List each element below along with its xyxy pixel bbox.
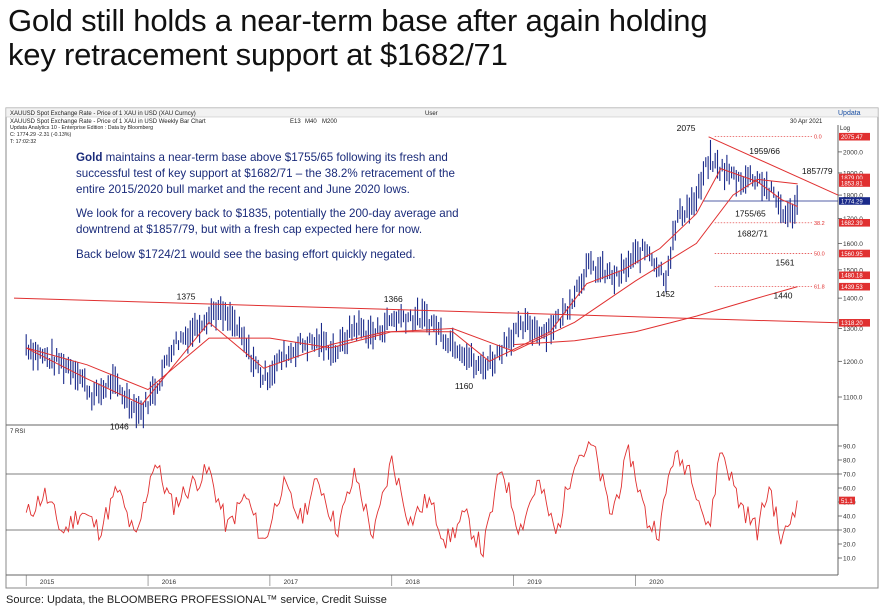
- right-tag-label-5: 1560.95: [841, 252, 863, 258]
- annotation-6: 1452: [656, 289, 675, 299]
- price-tick-label-5: 1600.0: [843, 241, 863, 248]
- rsi-line: [25, 440, 798, 558]
- annotation-1: 1959/66: [749, 146, 780, 156]
- annotation-4: 1682/71: [737, 228, 768, 238]
- source-note: Source: Updata, the BLOOMBERG PROFESSION…: [6, 594, 387, 606]
- annotation-5: 1561: [776, 257, 795, 267]
- header-row2-left: XAUUSD Spot Exchange Rate - Price of 1 X…: [10, 119, 206, 125]
- right-tag-label-2: 1853.81: [841, 181, 863, 187]
- annotation-9: 1366: [384, 294, 403, 304]
- rsi-line-group: 51.1: [25, 440, 855, 558]
- header-m40: M40: [305, 119, 317, 125]
- right-tag-box-1: [839, 173, 870, 182]
- right-tag-label-0: 2075.47: [841, 135, 863, 141]
- price-tick-label-4: 1500.0: [843, 267, 863, 274]
- header-row5: T: 17:02:32: [10, 139, 36, 145]
- title-line-1: Gold still holds a near-term base after …: [8, 3, 708, 38]
- header-row3: Updata Analytics 10 - Enterprise Edition…: [10, 125, 153, 131]
- ma-line-m40: [26, 178, 798, 391]
- rsi-label: 7 RSI: [10, 429, 25, 435]
- trendlines: [13, 136, 839, 324]
- rsi-tick-label-2: 30.0: [843, 528, 856, 535]
- chart-frame: [5, 107, 879, 589]
- rsi-tick-label-1: 20.0: [843, 542, 856, 549]
- ma-line-m200: [513, 286, 798, 346]
- commentary-bold: Gold: [76, 151, 103, 164]
- header-row1-left: XAUUSD Spot Exchange Rate - Price of 1 X…: [10, 111, 196, 117]
- right-tag-box-5: [839, 249, 870, 258]
- x-axis: 2015 2016 2017 2018 2019 2020: [25, 575, 664, 586]
- x-tick-label-4: 2019: [527, 579, 542, 586]
- right-tag-box-4: [839, 218, 870, 227]
- price-tick-label-2: 1300.0: [843, 326, 863, 333]
- rsi-last-tag-box: [839, 496, 855, 505]
- right-tag-box-3: [839, 197, 870, 205]
- price-bars: [25, 139, 798, 429]
- header-m200: M200: [322, 119, 338, 125]
- price-tick-label-0: 1100.0: [843, 395, 863, 402]
- price-tick-label-9: 2000.0: [843, 149, 863, 156]
- annotation-2: 1857/79: [802, 166, 833, 176]
- right-tag-label-4: 1682.39: [841, 221, 863, 227]
- fib-label-0: 0.0: [814, 135, 822, 141]
- price-annotations: 2075 1959/66 1857/79 1755/65 1682/71 1561 1452…: [110, 123, 833, 432]
- x-tick-label-5: 2020: [649, 579, 664, 586]
- right-tag-label-8: 1318.20: [841, 321, 863, 327]
- downtrend-line: [708, 136, 839, 196]
- commentary-box: Gold maintains a near-term base above $1…: [76, 150, 481, 272]
- right-tag-label-1: 1879.00: [841, 176, 863, 182]
- rsi-tick-label-7: 80.0: [843, 458, 856, 465]
- right-tag-label-7: 1439.53: [841, 285, 863, 291]
- x-tick-label-0: 2015: [40, 579, 55, 586]
- price-tick-label-7: 1800.0: [843, 193, 863, 200]
- price-tick-label-1: 1200.0: [843, 359, 863, 366]
- right-tag-box-6: [839, 271, 870, 280]
- annotation-0: 2075: [677, 123, 696, 133]
- x-tick-label-3: 2018: [405, 579, 420, 586]
- commentary-p2: We look for a recovery back to $1835, po…: [76, 207, 459, 237]
- annotation-10: 1160: [455, 381, 474, 391]
- header-e13: E13: [290, 119, 301, 125]
- page-title: Gold still holds a near-term base after …: [8, 4, 878, 72]
- updata-logo: Updata: [838, 110, 861, 117]
- x-tick-label-2: 2017: [284, 579, 299, 586]
- annotation-8: 1375: [177, 292, 196, 302]
- fib-label-5: 50.0: [814, 252, 825, 258]
- rsi-tick-label-6: 70.0: [843, 472, 856, 479]
- ma-line-e13: [25, 167, 798, 406]
- rsi-tick-label-5: 60.0: [843, 486, 856, 493]
- right-tag-box-7: [839, 282, 870, 291]
- commentary-p3: Back below $1724/21 would see the basing…: [76, 247, 416, 261]
- fib-label-7: 61.8: [814, 285, 825, 291]
- header-row1-mid: User: [425, 111, 438, 117]
- commentary-p1: Gold maintains a near-term base above $1…: [76, 150, 481, 197]
- right-tag-label-6: 1480.18: [841, 274, 863, 280]
- rsi-tick-label-0: 10.0: [843, 556, 856, 563]
- header-row4: C: 1774.29 -2.31 (-0.13%): [10, 132, 71, 138]
- rsi-last-tag-label: 51.1: [841, 499, 853, 505]
- x-tick-label-1: 2016: [162, 579, 177, 586]
- right-tag-box-2: [839, 179, 870, 187]
- title-line-2: key retracement support at $1682/71: [8, 37, 508, 72]
- annotation-11: 1046: [110, 422, 129, 432]
- fib-label-4: 38.2: [814, 221, 825, 227]
- price-tick-label-3: 1400.0: [843, 296, 863, 303]
- moving-averages: [25, 167, 798, 406]
- rsi-tick-label-8: 90.0: [843, 444, 856, 451]
- commentary-p1-text: maintains a near-term base above $1755/6…: [76, 151, 455, 196]
- right-tag-box-0: [839, 132, 870, 141]
- annotation-7: 1440: [774, 291, 793, 301]
- fib-lines: 0.0 38.2 50.0 61.8: [702, 135, 838, 291]
- right-tag-label-3: 1774.29: [841, 199, 863, 205]
- rsi-tick-label-3: 40.0: [843, 514, 856, 521]
- header-date: 30 Apr 2021: [790, 119, 823, 125]
- long-term-trendline: [13, 297, 839, 324]
- chart-header-bar: [5, 107, 879, 118]
- right-tag-box-8: [839, 319, 870, 327]
- annotation-3: 1755/65: [735, 208, 766, 218]
- log-label: Log: [840, 126, 850, 132]
